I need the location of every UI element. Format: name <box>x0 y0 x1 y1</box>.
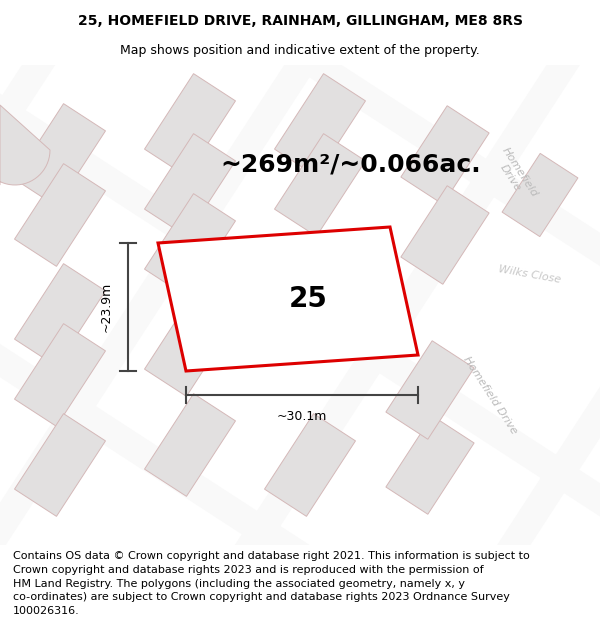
Polygon shape <box>37 0 600 625</box>
Polygon shape <box>386 416 474 514</box>
Polygon shape <box>158 227 418 371</box>
Polygon shape <box>14 104 106 206</box>
Polygon shape <box>0 0 345 625</box>
Polygon shape <box>406 83 600 625</box>
Polygon shape <box>502 153 578 237</box>
Polygon shape <box>401 106 489 204</box>
Text: ~269m²/~0.066ac.: ~269m²/~0.066ac. <box>220 153 481 177</box>
Polygon shape <box>401 186 489 284</box>
Polygon shape <box>0 142 600 625</box>
Text: Homefield
Drive: Homefield Drive <box>490 145 539 205</box>
Text: Wilks Close: Wilks Close <box>498 264 562 286</box>
Polygon shape <box>0 319 582 625</box>
Polygon shape <box>265 414 355 516</box>
Polygon shape <box>275 134 365 236</box>
Polygon shape <box>145 294 235 396</box>
Text: ~23.9m: ~23.9m <box>100 282 113 332</box>
Text: Homefield Drive: Homefield Drive <box>461 354 519 436</box>
Polygon shape <box>275 74 365 176</box>
Polygon shape <box>132 0 600 115</box>
Polygon shape <box>145 74 235 176</box>
Polygon shape <box>221 0 600 625</box>
Polygon shape <box>145 134 235 236</box>
Text: Contains OS data © Crown copyright and database right 2021. This information is : Contains OS data © Crown copyright and d… <box>13 551 530 616</box>
Polygon shape <box>14 264 106 366</box>
Polygon shape <box>14 414 106 516</box>
Text: Map shows position and indicative extent of the property.: Map shows position and indicative extent… <box>120 44 480 58</box>
Polygon shape <box>145 194 235 296</box>
Polygon shape <box>0 105 50 185</box>
Text: 25, HOMEFIELD DRIVE, RAINHAM, GILLINGHAM, ME8 8RS: 25, HOMEFIELD DRIVE, RAINHAM, GILLINGHAM… <box>77 14 523 28</box>
Polygon shape <box>145 394 235 496</box>
Polygon shape <box>0 0 600 468</box>
Polygon shape <box>14 324 106 426</box>
Polygon shape <box>386 341 474 439</box>
Polygon shape <box>0 0 529 625</box>
Text: ~30.1m: ~30.1m <box>277 411 327 424</box>
Polygon shape <box>14 164 106 266</box>
Polygon shape <box>18 0 600 291</box>
Text: 25: 25 <box>289 285 328 313</box>
